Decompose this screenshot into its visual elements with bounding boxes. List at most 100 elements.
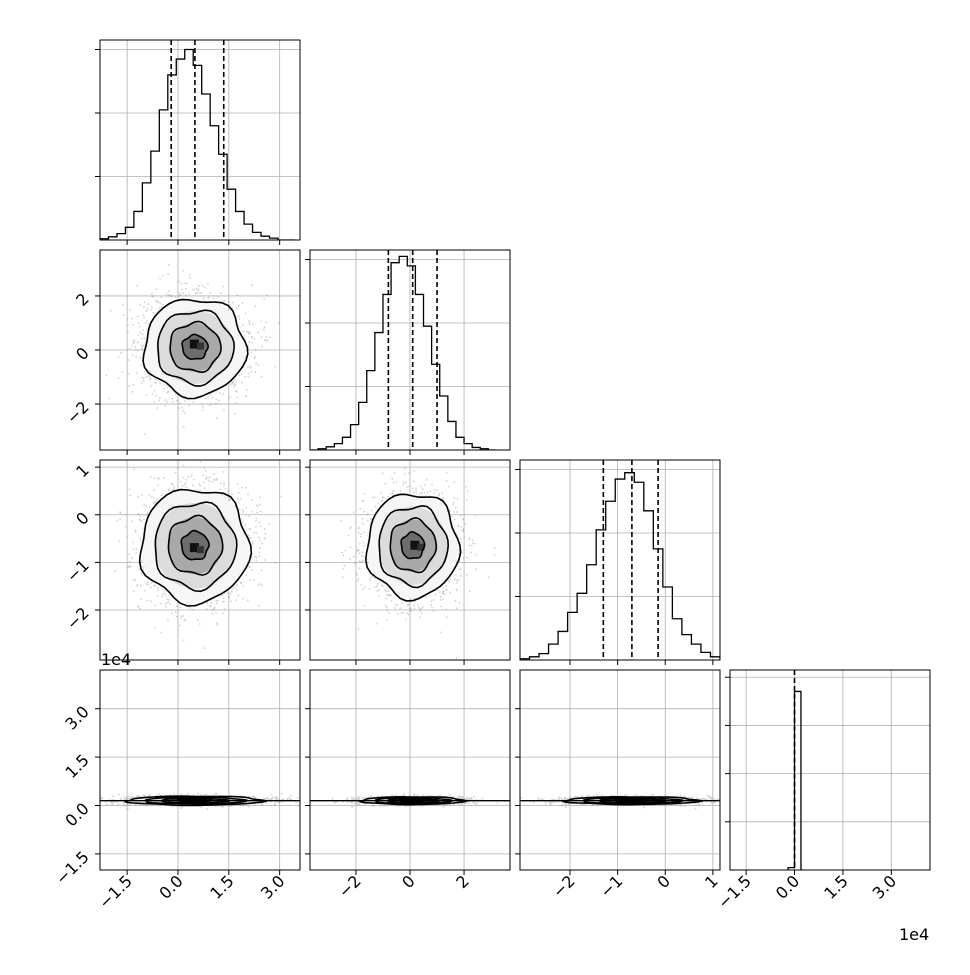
scatter-point <box>430 600 433 602</box>
scatter-point <box>702 797 705 800</box>
scatter-point <box>350 525 353 528</box>
scatter-point <box>160 494 163 497</box>
scatter-point <box>222 612 224 615</box>
scatter-point <box>126 317 129 320</box>
scatter-point <box>274 802 277 804</box>
scatter-point <box>239 497 242 500</box>
scatter-point <box>187 476 190 478</box>
scatter-point <box>636 794 639 797</box>
histogram-panel-2 <box>520 460 720 660</box>
scatter-point <box>397 805 400 807</box>
scatter-point <box>223 482 225 485</box>
scatter-point <box>494 546 496 549</box>
scatter-point <box>568 797 571 800</box>
scatter-point <box>441 591 444 594</box>
scatter-panel-1-0 <box>100 250 300 450</box>
scatter-point <box>154 300 157 302</box>
scatter-point <box>723 801 725 803</box>
scatter-point <box>122 795 125 798</box>
scatter-point <box>148 375 151 377</box>
scatter-point <box>433 489 436 491</box>
scatter-point <box>468 538 471 540</box>
scatter-point <box>125 804 128 807</box>
scatter-point <box>148 378 151 381</box>
scatter-point <box>134 530 137 533</box>
y-tick-label: 0 <box>72 343 93 364</box>
scatter-point <box>455 573 457 576</box>
scatter-point <box>461 802 464 805</box>
scatter-point <box>143 794 146 797</box>
scatter-point <box>418 607 421 610</box>
scatter-point <box>567 803 570 806</box>
scatter-point <box>456 607 458 610</box>
scatter-point <box>362 523 365 525</box>
scatter-point <box>263 559 266 561</box>
scatter-point <box>205 476 208 478</box>
scatter-point <box>234 390 237 392</box>
scatter-point <box>121 371 124 373</box>
scatter-point <box>149 377 152 380</box>
scatter-point <box>363 510 366 513</box>
scatter-point <box>232 382 235 385</box>
scatter-point <box>356 548 359 551</box>
scatter-point <box>725 799 727 801</box>
scatter-point <box>651 793 654 796</box>
density-core <box>196 546 204 554</box>
scatter-point <box>131 557 133 560</box>
scatter-point <box>264 339 267 342</box>
scatter-point <box>245 506 247 509</box>
scatter-point <box>213 794 216 797</box>
scatter-point <box>147 794 150 797</box>
scatter-point <box>415 487 417 490</box>
scatter-point <box>184 478 187 481</box>
scatter-point <box>154 378 157 381</box>
panel-frame <box>99 39 301 241</box>
scatter-point <box>185 486 188 489</box>
scatter-point <box>140 344 143 347</box>
scatter-point <box>710 796 713 799</box>
scatter-point <box>153 389 156 392</box>
scatter-point <box>395 794 398 797</box>
scatter-point <box>248 515 250 518</box>
scatter-point <box>352 511 355 514</box>
scatter-point <box>459 537 462 540</box>
scatter-point <box>263 537 266 540</box>
scatter-point <box>706 794 709 797</box>
scatter-point <box>140 572 143 575</box>
scatter-point <box>453 497 456 499</box>
scatter-point <box>445 608 448 611</box>
scatter-point <box>438 494 441 497</box>
scatter-point <box>551 801 554 803</box>
histogram-step <box>310 255 497 450</box>
scatter-point <box>227 595 230 598</box>
panel-frame <box>99 459 301 661</box>
scatter-point <box>190 474 193 477</box>
scatter-point <box>168 488 171 491</box>
scatter-point <box>253 555 256 558</box>
scatter-point <box>157 477 160 480</box>
scatter-point <box>168 603 171 605</box>
scatter-point <box>241 597 244 600</box>
scatter-point <box>132 324 134 326</box>
scatter-panel-2-1 <box>310 460 510 660</box>
scatter-point <box>461 530 464 532</box>
histogram-step <box>787 690 803 870</box>
scatter-point <box>568 796 571 799</box>
scatter-point <box>203 487 206 490</box>
scatter-point <box>462 518 465 521</box>
scatter-point <box>475 568 478 570</box>
scatter-point <box>155 500 158 503</box>
scatter-point <box>387 495 390 498</box>
scatter-point <box>406 486 409 488</box>
scatter-point <box>221 600 224 603</box>
scatter-point <box>126 807 129 810</box>
scatter-point <box>125 796 128 799</box>
scatter-point <box>549 801 551 804</box>
scatter-point <box>413 604 416 606</box>
scatter-point <box>371 575 373 578</box>
scatter-point <box>159 277 162 280</box>
scatter-point <box>349 546 352 549</box>
y-tick-label: −2 <box>63 397 93 427</box>
scatter-point <box>209 393 212 396</box>
scatter-point <box>356 550 359 552</box>
